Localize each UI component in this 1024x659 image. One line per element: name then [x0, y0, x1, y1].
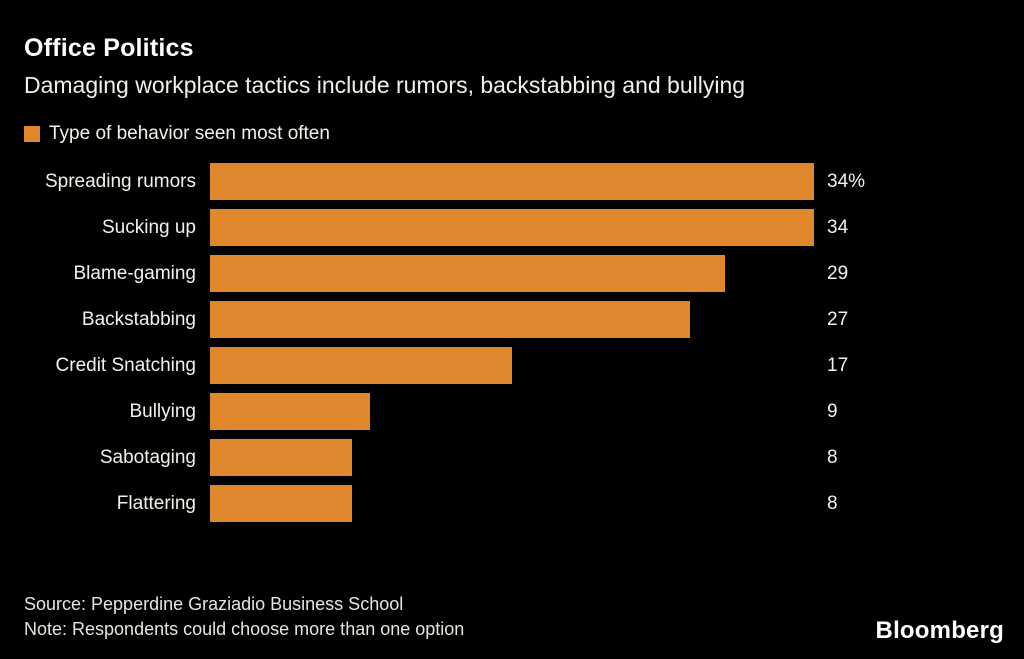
bar-track [210, 163, 814, 200]
bar-category-label: Spreading rumors [44, 170, 196, 192]
bar-row: Sabotaging 8 [24, 439, 1000, 476]
bar [210, 485, 353, 522]
legend-label: Type of behavior seen most often [49, 123, 330, 144]
legend: Type of behavior seen most often [24, 123, 1000, 145]
bar-value-label: 29 [827, 262, 849, 284]
bar [210, 209, 814, 246]
note-text: Note: Respondents could choose more than… [24, 618, 465, 639]
bar-category-label: Bullying [129, 400, 196, 422]
bar-value-label: 8 [827, 446, 838, 468]
bar-category-label: Sucking up [101, 216, 196, 238]
bar-value-label: 34% [827, 170, 866, 192]
bar [210, 301, 690, 338]
chart-footer: Source: Pepperdine Graziadio Business Sc… [24, 592, 464, 641]
bar-track [210, 255, 814, 292]
bar-row: Backstabbing 27 [24, 301, 1000, 338]
bar-track [210, 301, 814, 338]
bloomberg-logo: Bloomberg [875, 617, 1004, 644]
bar-category-label: Flattering [116, 492, 196, 514]
bar [210, 393, 370, 430]
bar-row: Blame-gaming 29 [24, 255, 1000, 292]
bar-row: Credit Snatching 17 [24, 347, 1000, 384]
bar-track [210, 347, 814, 384]
bar [210, 163, 814, 200]
bar-value-label: 8 [827, 492, 838, 514]
source-text: Source: Pepperdine Graziadio Business Sc… [24, 594, 404, 615]
legend-swatch-icon [24, 126, 40, 142]
bar-track [210, 439, 814, 476]
bar-value-label: 17 [827, 354, 849, 376]
bar-value-label: 9 [827, 400, 838, 422]
bar-row: Sucking up 34 [24, 209, 1000, 246]
bar-category-label: Sabotaging [99, 446, 196, 468]
bar-row: Spreading rumors 34% [24, 163, 1000, 200]
bar-category-label: Blame-gaming [73, 262, 197, 284]
bar-rows: Spreading rumors 34% Sucking up 34 Blame-gam… [24, 163, 1000, 522]
bar [210, 347, 512, 384]
bar [210, 255, 726, 292]
bar-track [210, 209, 814, 246]
bar-value-label: 27 [827, 308, 849, 330]
bar-track [210, 393, 814, 430]
bar-category-label: Credit Snatching [55, 354, 196, 376]
bar-row: Flattering 8 [24, 485, 1000, 522]
chart-title: Office Politics [24, 34, 194, 62]
bar [210, 439, 353, 476]
bar-track [210, 485, 814, 522]
bar-value-label: 34 [827, 216, 849, 238]
chart-subtitle: Damaging workplace tactics include rumor… [24, 72, 746, 98]
bar-row: Bullying 9 [24, 393, 1000, 430]
bar-category-label: Backstabbing [81, 308, 196, 330]
